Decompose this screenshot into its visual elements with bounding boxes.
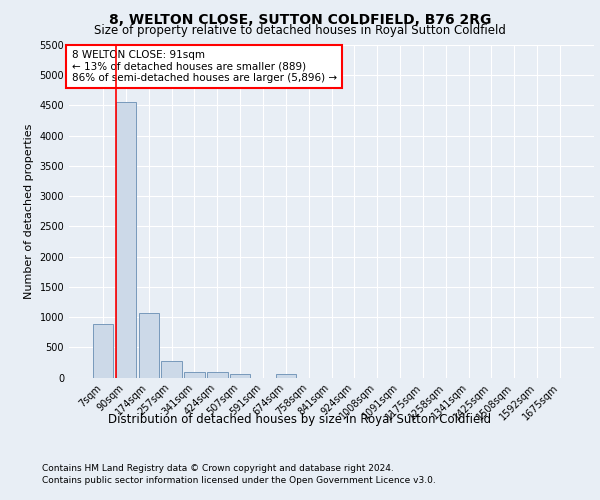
Text: Contains public sector information licensed under the Open Government Licence v3: Contains public sector information licen… — [42, 476, 436, 485]
Bar — [230, 374, 250, 378]
Text: 8 WELTON CLOSE: 91sqm
← 13% of detached houses are smaller (889)
86% of semi-det: 8 WELTON CLOSE: 91sqm ← 13% of detached … — [71, 50, 337, 83]
Bar — [139, 314, 159, 378]
Y-axis label: Number of detached properties: Number of detached properties — [24, 124, 34, 299]
Bar — [275, 374, 296, 378]
Bar — [93, 324, 113, 378]
Text: Contains HM Land Registry data © Crown copyright and database right 2024.: Contains HM Land Registry data © Crown c… — [42, 464, 394, 473]
Text: Distribution of detached houses by size in Royal Sutton Coldfield: Distribution of detached houses by size … — [109, 412, 491, 426]
Text: 8, WELTON CLOSE, SUTTON COLDFIELD, B76 2RG: 8, WELTON CLOSE, SUTTON COLDFIELD, B76 2… — [109, 12, 491, 26]
Bar — [184, 372, 205, 378]
Bar — [161, 360, 182, 378]
Bar — [116, 102, 136, 378]
Text: Size of property relative to detached houses in Royal Sutton Coldfield: Size of property relative to detached ho… — [94, 24, 506, 37]
Bar — [207, 372, 227, 378]
